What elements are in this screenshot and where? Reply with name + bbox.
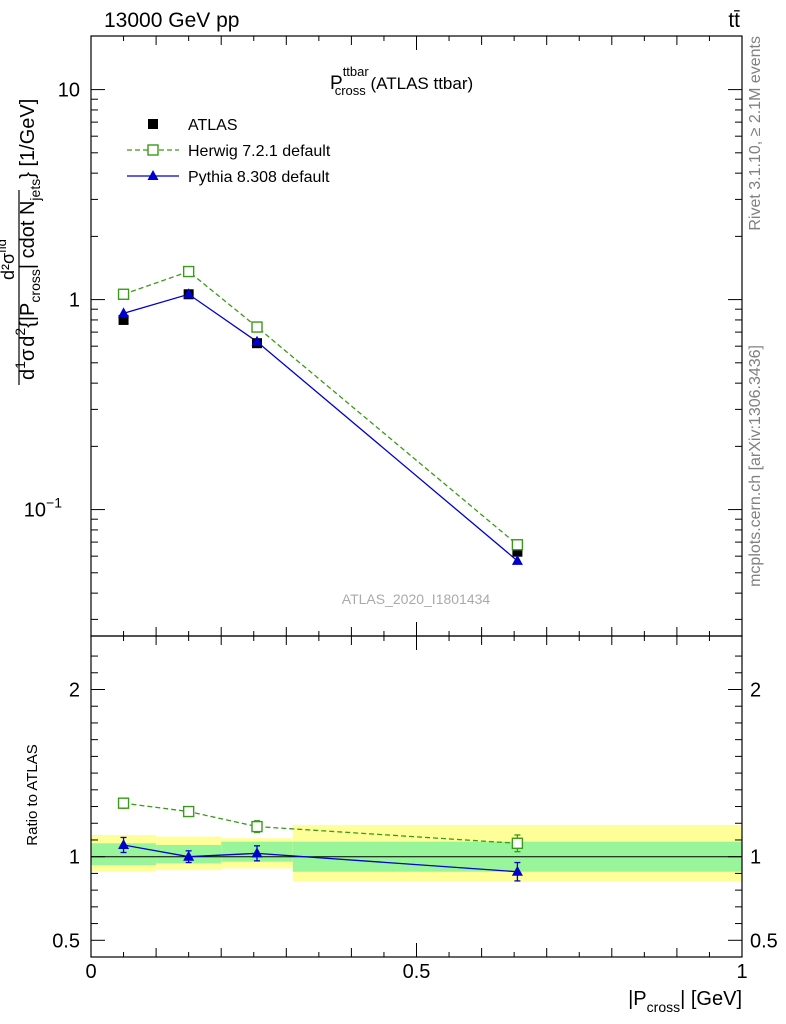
svg-text:d1σd2{|Pcross| cdot Njets} [1/: d1σd2{|Pcross| cdot Njets} [1/GeV] bbox=[12, 99, 43, 380]
ratio-frame bbox=[90, 635, 743, 958]
rivet-label: Rivet 3.1.10, ≥ 2.1M events bbox=[747, 36, 764, 231]
herwig-ratio-point bbox=[251, 820, 263, 833]
pythia-ratio-line bbox=[123, 844, 518, 873]
mcplots-label: mcplots.cern.ch [arXiv:1306.3436] bbox=[747, 345, 764, 587]
herwig-ratio-point bbox=[511, 837, 524, 850]
herwig-point bbox=[182, 265, 195, 278]
pythia-ratio-point bbox=[511, 865, 523, 876]
ratio-y-tick-label-right: 2 bbox=[750, 680, 761, 702]
herwig-line bbox=[123, 270, 518, 546]
ratio-y-tick-label: 2 bbox=[69, 680, 80, 702]
ratio-y-tick-label: 0.5 bbox=[52, 930, 80, 952]
y-tick-label: 10 bbox=[58, 80, 80, 102]
y-tick-exponent: −1 bbox=[46, 495, 62, 511]
pythia-line bbox=[123, 293, 518, 562]
svg-text:d²σfid: d²σfid bbox=[0, 239, 18, 280]
atlas-point bbox=[118, 314, 129, 325]
legend-item: Herwig 7.2.1 default bbox=[127, 143, 331, 160]
ratio-y-tick-label: 1 bbox=[69, 847, 80, 869]
herwig-point bbox=[251, 321, 263, 333]
herwig-point bbox=[511, 539, 524, 551]
header-left: 13000 GeV pp bbox=[104, 9, 239, 32]
legend-item: Pythia 8.308 default bbox=[127, 169, 330, 186]
herwig-ratio-point bbox=[182, 805, 195, 818]
pythia-point bbox=[118, 307, 130, 318]
header-right: tt̄ bbox=[728, 9, 740, 32]
x-tick-label: 1 bbox=[736, 961, 747, 983]
herwig-ratio-point bbox=[117, 797, 130, 809]
legend-label: ATLAS bbox=[188, 117, 238, 134]
ratio-y-tick-label-right: 0.5 bbox=[750, 930, 778, 952]
ratio-y-axis-label: Ratio to ATLAS bbox=[24, 744, 41, 845]
x-tick-label: 0 bbox=[85, 961, 96, 983]
analysis-watermark: ATLAS_2020_I1801434 bbox=[342, 591, 491, 607]
legend: ATLAS Herwig 7.2.1 default Pythia 8.308 de… bbox=[127, 117, 331, 186]
plot-title: Pttbar cross (ATLAS ttbar) bbox=[330, 64, 473, 98]
legend-herwig-marker bbox=[147, 144, 159, 156]
main-y-axis-label: d1σd2{|Pcross| cdot Njets} [1/GeV] d²σfi… bbox=[0, 99, 43, 385]
y-tick-label: 10−1 bbox=[24, 495, 62, 522]
pythia-point bbox=[251, 335, 263, 346]
x-axis-label: |Pcross| [GeV] bbox=[628, 988, 742, 1015]
main-panel: 10−1 1 10 bbox=[24, 35, 743, 637]
pythia-point bbox=[511, 554, 523, 565]
atlas-point bbox=[512, 546, 523, 557]
pythia-ratio-point bbox=[251, 847, 263, 858]
legend-atlas-marker bbox=[148, 119, 158, 129]
pythia-ratio-point bbox=[118, 838, 130, 849]
x-tick-label: 0.5 bbox=[403, 961, 431, 983]
legend-pythia-marker bbox=[147, 170, 159, 180]
pythia-point bbox=[183, 288, 195, 299]
herwig-point bbox=[117, 288, 130, 300]
y-tick-label: 1 bbox=[69, 290, 80, 312]
pythia-ratio-point bbox=[183, 850, 195, 861]
legend-item: ATLAS bbox=[148, 117, 238, 134]
ratio-panel: 0 0.5 10.5 0.51 12 2 bbox=[52, 635, 778, 983]
legend-label: Herwig 7.2.1 default bbox=[188, 143, 331, 160]
legend-label: Pythia 8.308 default bbox=[188, 169, 330, 186]
ratio-band-inner-0 bbox=[91, 843, 157, 866]
ratio-y-tick-label-right: 1 bbox=[750, 847, 761, 869]
herwig-ratio-line bbox=[123, 802, 518, 844]
